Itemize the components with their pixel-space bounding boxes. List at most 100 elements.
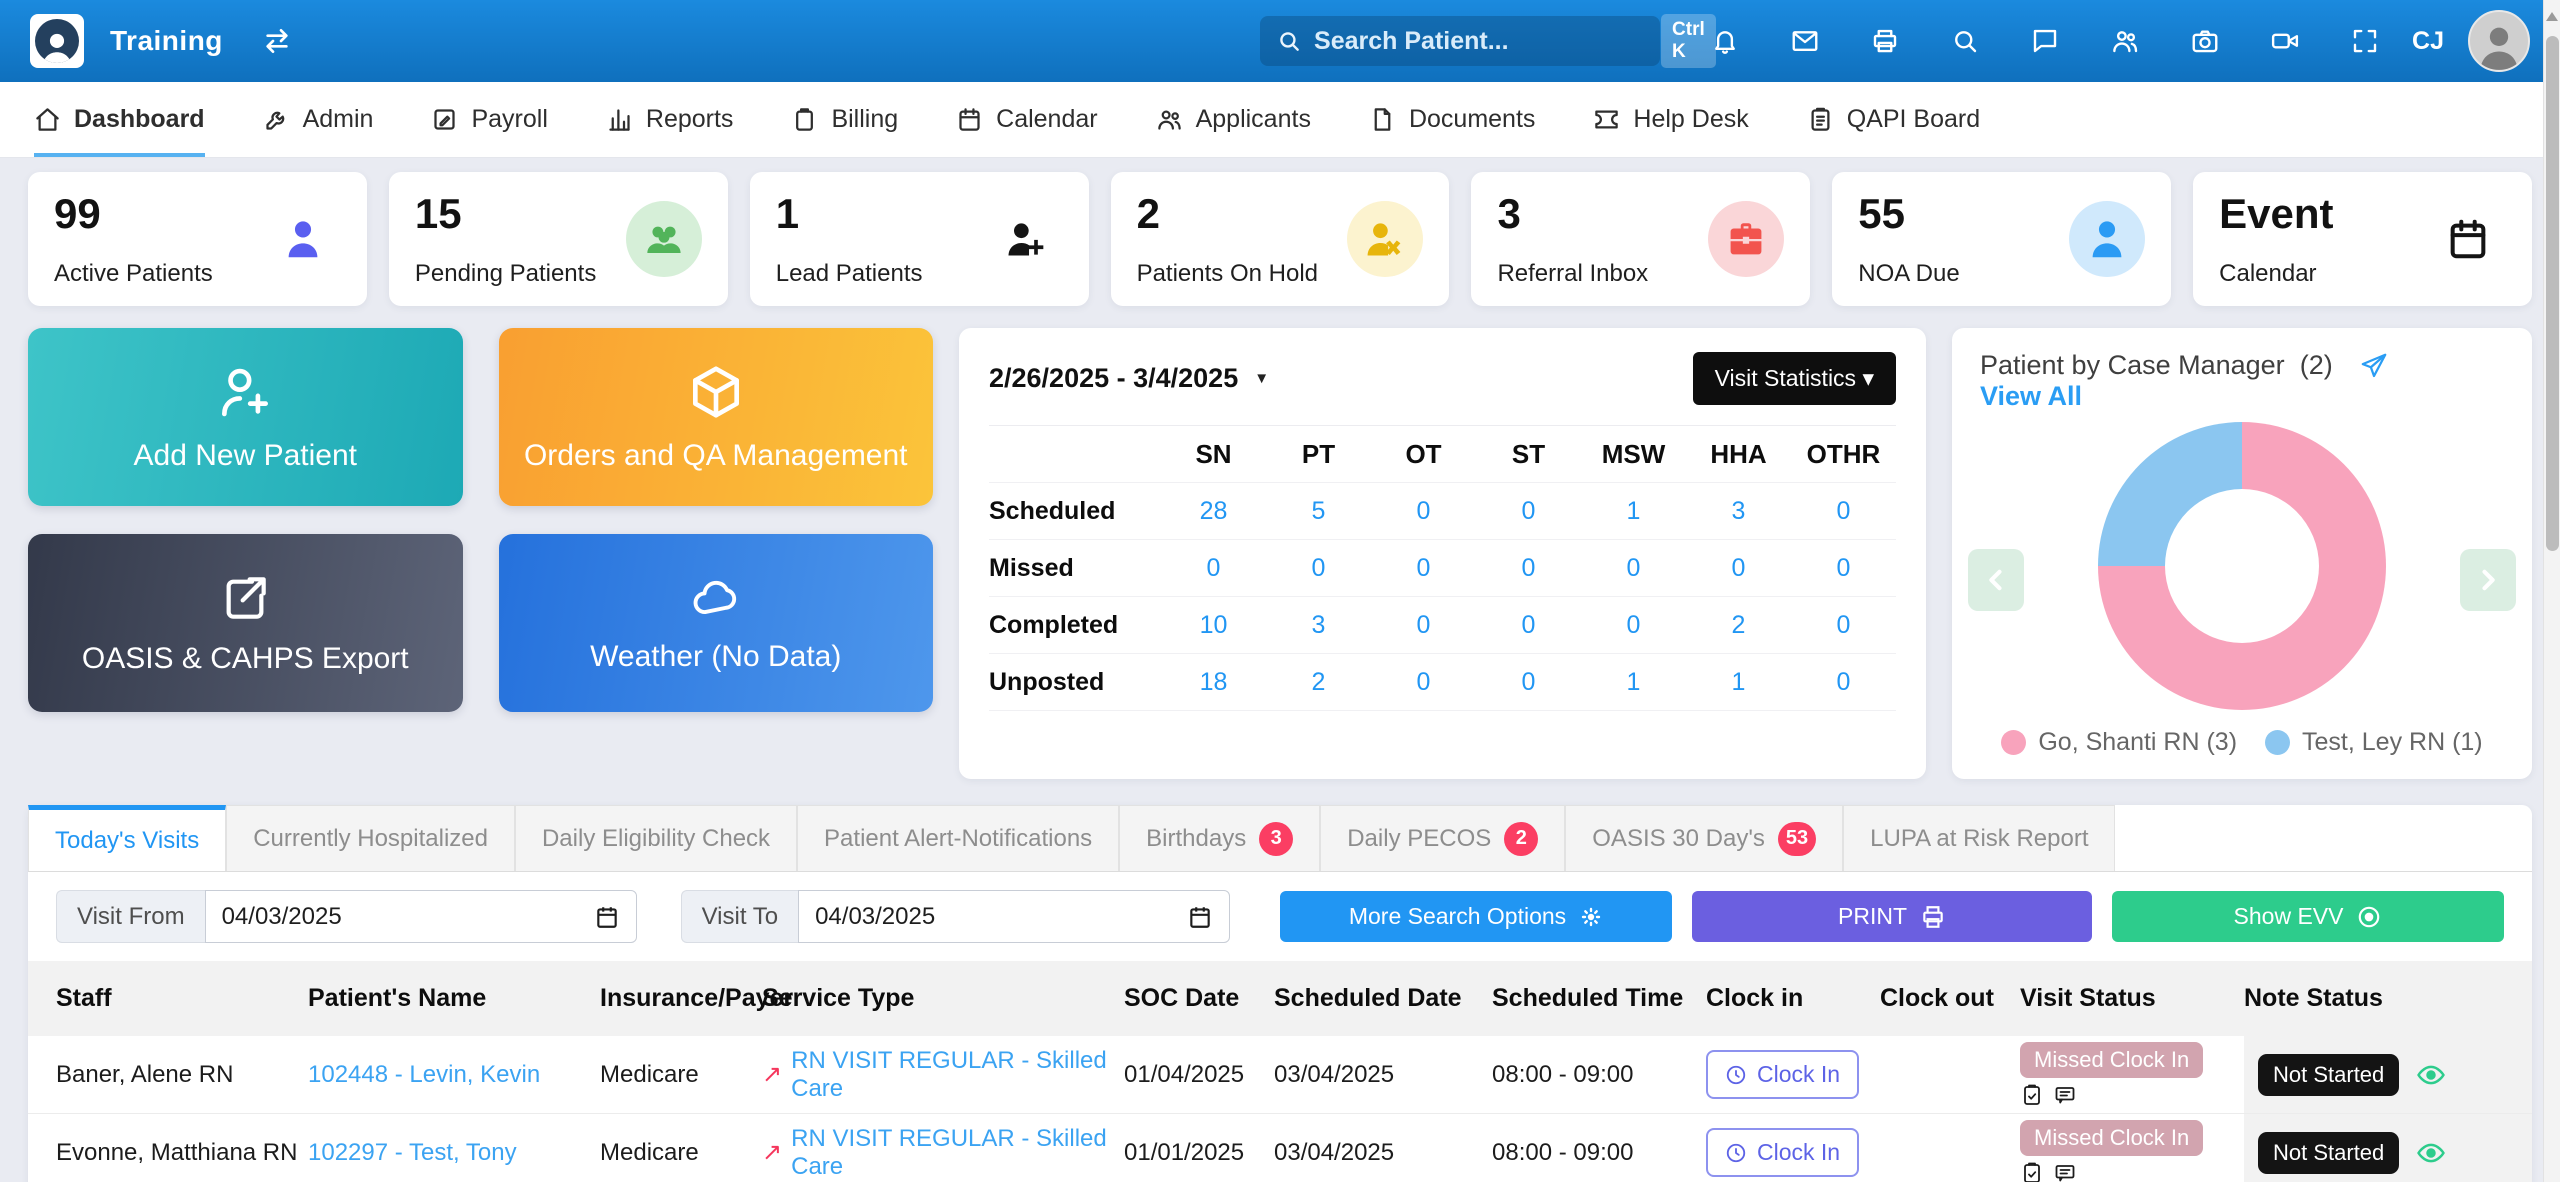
vs-value-link[interactable]: 0	[1476, 540, 1581, 597]
chat-icon[interactable]	[2030, 26, 2060, 56]
nav-item-billing[interactable]: Billing	[791, 82, 898, 157]
video-icon[interactable]	[2270, 26, 2300, 56]
stat-card-pending-patients[interactable]: 15 Pending Patients	[388, 172, 728, 306]
nav-item-qapi-board[interactable]: QAPI Board	[1807, 82, 1980, 157]
user-initials[interactable]: CJ	[2412, 26, 2444, 55]
service-type-link[interactable]: RN VISIT REGULAR - Skilled Care	[791, 1124, 1107, 1180]
eye-icon[interactable]	[2416, 1138, 2446, 1168]
visit-to-input[interactable]: 04/03/2025	[798, 890, 1231, 943]
vs-value-link[interactable]: 0	[1791, 540, 1896, 597]
bell-icon[interactable]	[1710, 26, 1740, 56]
nav-item-help-desk[interactable]: Help Desk	[1593, 82, 1749, 157]
tab-oasis-30-day-s[interactable]: OASIS 30 Day's 53	[1565, 805, 1844, 871]
nav-item-dashboard[interactable]: Dashboard	[34, 82, 205, 157]
vs-value-link[interactable]: 0	[1791, 654, 1896, 711]
patient-link[interactable]: 102297 - Test, Tony	[308, 1138, 517, 1166]
vs-value-link[interactable]: 0	[1791, 483, 1896, 540]
vs-value-link[interactable]: 18	[1161, 654, 1266, 711]
tab-daily-eligibility-check[interactable]: Daily Eligibility Check	[514, 805, 798, 871]
stat-card-referral-inbox[interactable]: 3 Referral Inbox	[1471, 172, 1811, 306]
vs-value-link[interactable]: 0	[1371, 654, 1476, 711]
patient-link[interactable]: 102448 - Levin, Kevin	[308, 1060, 541, 1088]
carousel-next-button[interactable]	[2460, 548, 2516, 611]
avatar[interactable]	[2468, 10, 2530, 72]
search-input[interactable]	[1314, 26, 1650, 56]
logo-person-icon	[35, 19, 79, 63]
swap-icon[interactable]	[261, 25, 293, 57]
vs-value-link[interactable]: 2	[1686, 597, 1791, 654]
app-logo[interactable]	[30, 14, 84, 68]
vs-value-link[interactable]: 0	[1581, 597, 1686, 654]
tile-orders-and-qa-management[interactable]: Orders and QA Management	[498, 328, 933, 506]
vs-value-link[interactable]: 0	[1791, 597, 1896, 654]
nav-item-calendar[interactable]: Calendar	[956, 82, 1098, 157]
vs-value-link[interactable]: 2	[1266, 654, 1371, 711]
vs-value-link[interactable]: 0	[1581, 540, 1686, 597]
vs-value-link[interactable]: 1	[1581, 483, 1686, 540]
print-button[interactable]: PRINT	[1692, 891, 2092, 942]
eye-icon[interactable]	[2416, 1060, 2446, 1090]
tab-lupa-at-risk-report[interactable]: LUPA at Risk Report	[1843, 805, 2116, 871]
table-column-header: Insurance/Payer	[600, 984, 794, 1012]
nav-item-reports[interactable]: Reports	[606, 82, 733, 157]
visit-from-input[interactable]: 04/03/2025	[204, 890, 637, 943]
vs-value-link[interactable]: 0	[1161, 540, 1266, 597]
date-range-selector[interactable]: 2/26/2025 - 3/4/2025 ▼	[989, 363, 1269, 394]
nav-item-applicants[interactable]: Applicants	[1156, 82, 1311, 157]
tile-add-new-patient[interactable]: Add New Patient	[28, 328, 463, 506]
vs-value-link[interactable]: 1	[1581, 654, 1686, 711]
send-icon[interactable]	[2359, 351, 2389, 381]
scroll-up-arrow[interactable]	[2546, 12, 2558, 21]
vs-value-link[interactable]: 3	[1686, 483, 1791, 540]
nav-item-documents[interactable]: Documents	[1369, 82, 1535, 157]
mail-icon[interactable]	[1790, 26, 1820, 56]
fullscreen-icon[interactable]	[2350, 26, 2380, 56]
stat-card-noa-due[interactable]: 55 NOA Due	[1832, 172, 2172, 306]
calendar-icon[interactable]	[594, 904, 620, 930]
clock-in-button[interactable]: Clock In	[1706, 1128, 1860, 1177]
carousel-prev-button[interactable]	[1968, 548, 2024, 611]
vs-value-link[interactable]: 0	[1686, 540, 1791, 597]
brand-title: Training	[110, 25, 223, 56]
users-icon[interactable]	[2110, 26, 2140, 56]
tab-today-s-visits[interactable]: Today's Visits	[28, 805, 227, 871]
visit-statistics-menu-button[interactable]: Visit Statistics ▾	[1692, 352, 1896, 405]
view-all-link[interactable]: View All	[1980, 381, 2083, 411]
stat-card-lead-patients[interactable]: 1 Lead Patients	[749, 172, 1089, 306]
tab-currently-hospitalized[interactable]: Currently Hospitalized	[226, 805, 515, 871]
printer-icon[interactable]	[1870, 26, 1900, 56]
more-search-options-button[interactable]: More Search Options	[1280, 891, 1672, 942]
stat-card-patients-on-hold[interactable]: 2 Patients On Hold	[1110, 172, 1450, 306]
nav-item-admin[interactable]: Admin	[263, 82, 373, 157]
vs-value-link[interactable]: 1	[1686, 654, 1791, 711]
vs-value-link[interactable]: 0	[1371, 597, 1476, 654]
clock-in-button[interactable]: Clock In	[1706, 1050, 1860, 1099]
tile-oasis-cahps-export[interactable]: OASIS & CAHPS Export	[28, 534, 463, 712]
tab-birthdays[interactable]: Birthdays 3	[1119, 805, 1321, 871]
service-type-link[interactable]: RN VISIT REGULAR - Skilled Care	[791, 1046, 1107, 1102]
scrollbar-thumb[interactable]	[2546, 36, 2559, 551]
stat-card-calendar[interactable]: Event Calendar	[2193, 172, 2533, 306]
vs-value-link[interactable]: 3	[1266, 597, 1371, 654]
camera-icon[interactable]	[2190, 26, 2220, 56]
search-bar[interactable]: Ctrl K	[1260, 14, 1716, 68]
nav-item-payroll[interactable]: Payroll	[431, 82, 548, 157]
vs-value-link[interactable]: 5	[1266, 483, 1371, 540]
vs-value-link[interactable]: 0	[1371, 483, 1476, 540]
page-scrollbar[interactable]	[2543, 0, 2560, 1182]
vs-value-link[interactable]: 0	[1266, 540, 1371, 597]
vs-value-link[interactable]: 0	[1371, 540, 1476, 597]
vs-value-link[interactable]: 10	[1161, 597, 1266, 654]
vs-value-link[interactable]: 0	[1476, 597, 1581, 654]
vs-value-link[interactable]: 0	[1476, 654, 1581, 711]
tile-label: Add New Patient	[133, 439, 357, 472]
tile-weather-no-data-[interactable]: Weather (No Data)	[498, 534, 933, 712]
vs-value-link[interactable]: 28	[1161, 483, 1266, 540]
vs-value-link[interactable]: 0	[1476, 483, 1581, 540]
stat-card-active-patients[interactable]: 99 Active Patients	[28, 172, 367, 306]
calendar-icon[interactable]	[1187, 904, 1213, 930]
tab-daily-pecos[interactable]: Daily PECOS 2	[1320, 805, 1566, 871]
search-icon[interactable]	[1950, 26, 1980, 56]
show-evv-button[interactable]: Show EVV	[2112, 891, 2504, 942]
tab-patient-alert-notifications[interactable]: Patient Alert-Notifications	[797, 805, 1120, 871]
